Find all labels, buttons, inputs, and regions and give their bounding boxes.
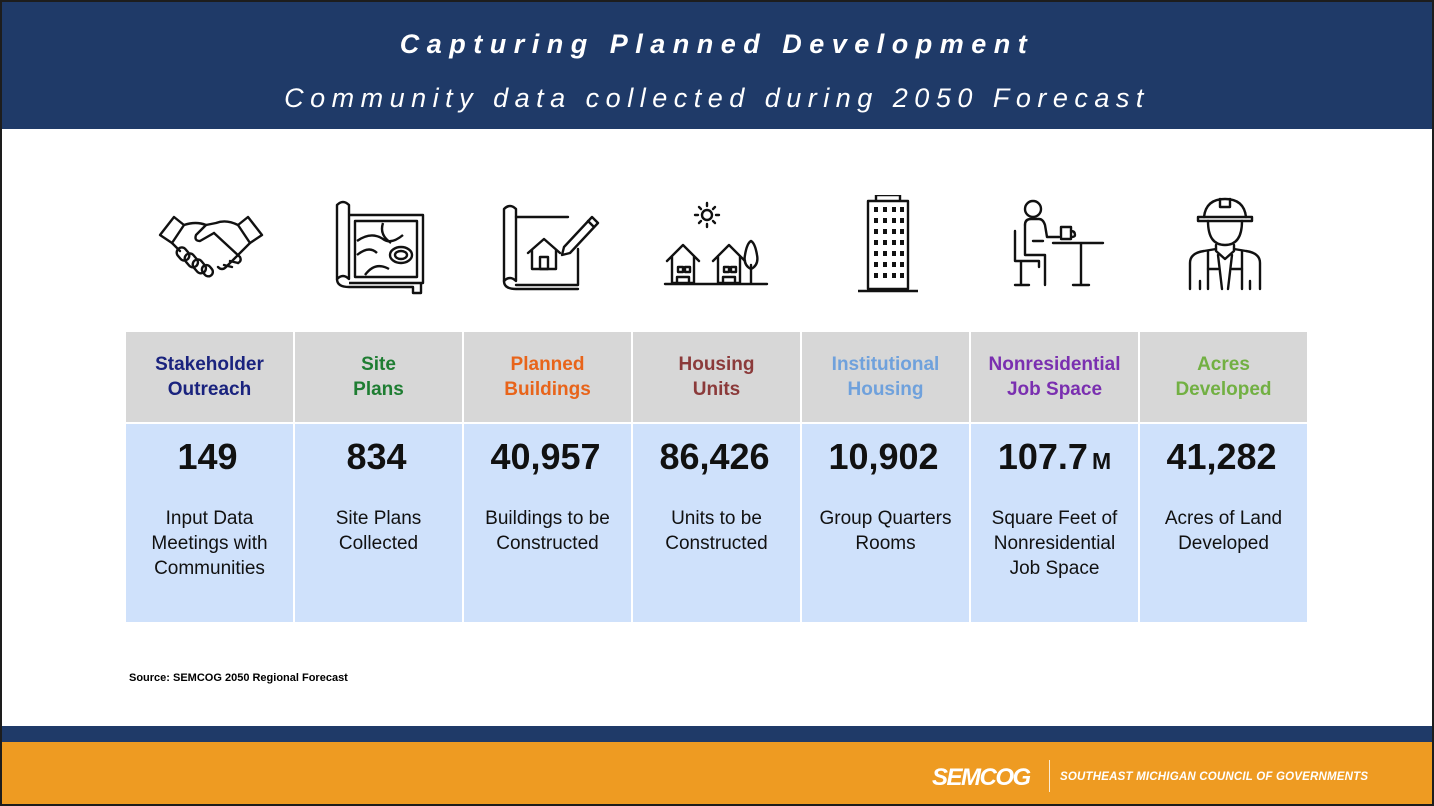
semcog-logo: SEMCOG [932, 764, 1031, 791]
stat-column: Acres Developed 41,282 Acres of Land Dev… [1140, 332, 1307, 622]
stat-description: Buildings to be Constructed [485, 508, 610, 554]
stat-body: 149 Input Data Meetings with Communities [126, 424, 293, 622]
tall-building-icon [802, 192, 971, 297]
stat-value: 149 [126, 436, 293, 478]
stat-number: 86,426 [659, 436, 770, 477]
stat-column: Housing Units 86,426 Units to be Constru… [633, 332, 800, 622]
stat-value: 834 [295, 436, 462, 478]
stat-body: 107.7 M Square Feet of Nonresidential Job… [971, 424, 1138, 622]
slide-title: Capturing Planned Development [399, 29, 1035, 59]
footer-bar: SEMCOG SOUTHEAST MICHIGAN COUNCIL OF GOV… [2, 742, 1432, 804]
stat-body: 40,957 Buildings to be Constructed [464, 424, 631, 622]
stat-value: 41,282 [1140, 436, 1307, 478]
stat-label: Planned Buildings [464, 332, 631, 422]
stat-description: Units to be Constructed [665, 508, 768, 554]
stat-number: 10,902 [828, 436, 939, 477]
stat-number: 107.7 [997, 436, 1088, 477]
stat-unit: M [1091, 448, 1112, 474]
stat-value: 107.7 M [971, 436, 1138, 478]
stat-column: Site Plans 834 Site Plans Collected [295, 332, 462, 622]
stat-number: 41,282 [1166, 436, 1277, 477]
footer-divider-band [2, 726, 1432, 742]
office-worker-icon [971, 192, 1140, 297]
stat-number: 834 [346, 436, 407, 477]
stat-label: Institutional Housing [802, 332, 969, 422]
handshake-icon [126, 192, 295, 297]
stat-label: Acres Developed [1140, 332, 1307, 422]
stat-label: Housing Units [633, 332, 800, 422]
footer-divider [1049, 760, 1050, 792]
site-plan-map-icon [295, 192, 464, 297]
slide-subtitle: Community data collected during 2050 For… [284, 83, 1150, 113]
stat-label: Nonresidential Job Space [971, 332, 1138, 422]
stat-label: Stakeholder Outreach [126, 332, 293, 422]
stat-body: 834 Site Plans Collected [295, 424, 462, 622]
development-stats-table: Stakeholder Outreach 149 Input Data Meet… [126, 332, 1309, 622]
stat-column: Nonresidential Job Space 107.7 M Square F… [971, 332, 1138, 622]
stat-description: Square Feet of Nonresidential Job Space [991, 508, 1118, 579]
stat-description: Group Quarters Rooms [819, 508, 952, 554]
stat-number: 149 [177, 436, 238, 477]
houses-icon [633, 192, 802, 297]
stat-column: Institutional Housing 10,902 Group Quart… [802, 332, 969, 622]
stat-body: 10,902 Group Quarters Rooms [802, 424, 969, 622]
stat-number: 40,957 [490, 436, 601, 477]
stat-value: 10,902 [802, 436, 969, 478]
header-banner: Capturing Planned Development Community … [2, 2, 1432, 129]
stat-description: Acres of Land Developed [1164, 508, 1283, 554]
source-note: Source: SEMCOG 2050 Regional Forecast [129, 672, 348, 684]
stat-description: Site Plans Collected [335, 508, 422, 554]
stat-column: Stakeholder Outreach 149 Input Data Meet… [126, 332, 293, 622]
stat-value: 86,426 [633, 436, 800, 478]
stat-label: Site Plans [295, 332, 462, 422]
construction-worker-icon [1140, 192, 1309, 297]
stat-description: Input Data Meetings with Communities [151, 508, 268, 579]
stat-body: 41,282 Acres of Land Developed [1140, 424, 1307, 622]
stat-body: 86,426 Units to be Constructed [633, 424, 800, 622]
building-blueprint-icon [464, 192, 633, 297]
stat-value: 40,957 [464, 436, 631, 478]
stat-column: Planned Buildings 40,957 Buildings to be… [464, 332, 631, 622]
icons-row [126, 192, 1309, 297]
organization-name: SOUTHEAST MICHIGAN COUNCIL OF GOVERNMENT… [1060, 771, 1369, 783]
